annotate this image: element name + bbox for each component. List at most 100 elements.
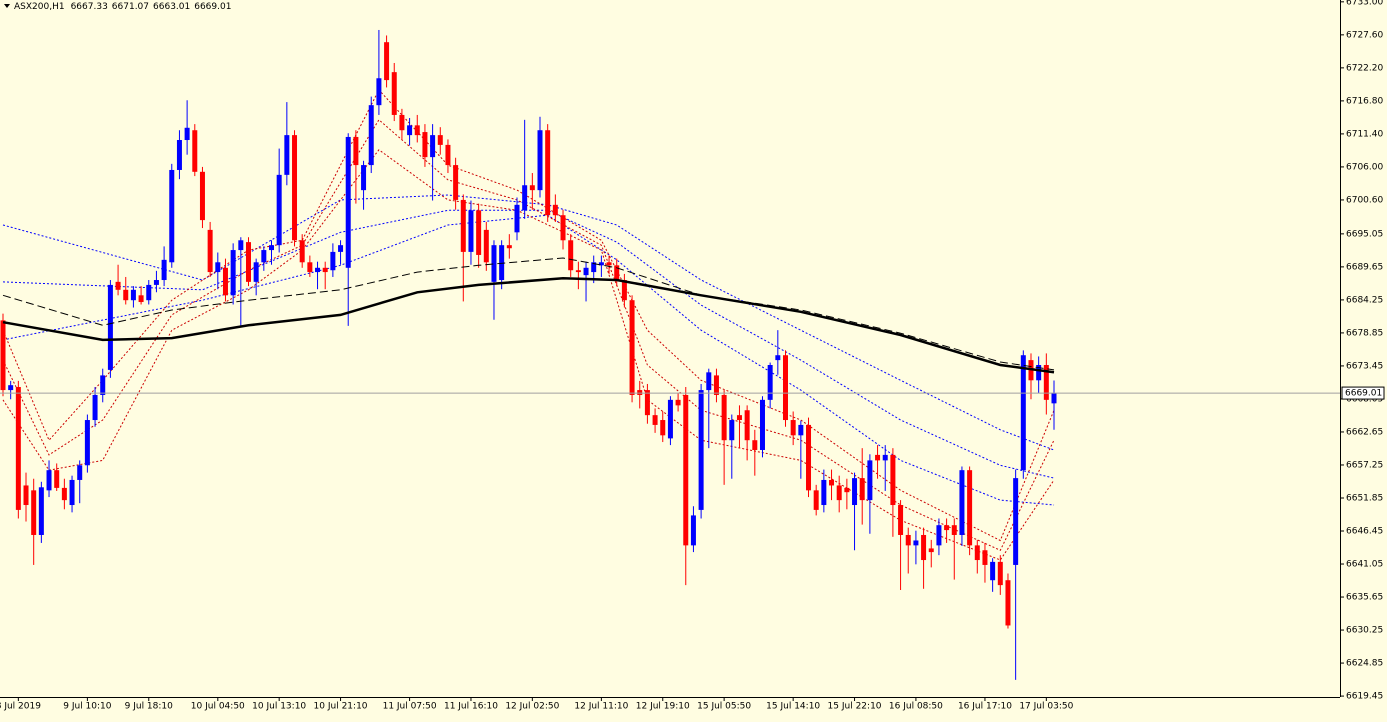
candle-body xyxy=(407,125,413,136)
candle-body xyxy=(767,365,773,400)
y-tick-label: 6624.85 xyxy=(1346,659,1383,669)
candle-body xyxy=(683,394,689,546)
candle-body xyxy=(690,515,696,546)
candle-body xyxy=(391,72,397,115)
candle-body xyxy=(261,250,267,263)
candle-body xyxy=(376,78,382,106)
candle-body xyxy=(821,479,827,506)
candle-body xyxy=(844,487,850,493)
candle-body xyxy=(491,245,497,282)
candle-body xyxy=(453,165,459,200)
current-price-box xyxy=(1341,386,1385,400)
candle-body xyxy=(782,355,788,421)
candle-body xyxy=(529,185,535,191)
y-tick-label: 6678.85 xyxy=(1346,328,1383,338)
candle-body xyxy=(637,390,643,395)
plot xyxy=(0,29,1057,680)
candle-body xyxy=(1036,365,1042,381)
candle-body xyxy=(322,267,328,273)
candle-body xyxy=(422,132,428,158)
candle-body xyxy=(806,424,812,491)
x-tick-label: 11 Jul 16:10 xyxy=(444,702,498,712)
candle-body xyxy=(184,127,190,141)
candle-body xyxy=(1020,355,1026,471)
candle-body xyxy=(836,485,842,501)
y-tick-label: 6716.80 xyxy=(1346,96,1383,106)
candle-body xyxy=(61,487,67,501)
x-tick-label: 9 Jul 18:10 xyxy=(125,702,174,712)
y-tick-label: 6733.00 xyxy=(1346,0,1383,7)
candle-body xyxy=(38,487,44,535)
candle-body xyxy=(46,470,52,491)
y-tick-label: 6619.45 xyxy=(1346,692,1383,702)
menu-triangle xyxy=(4,4,10,8)
candle-body xyxy=(1043,365,1049,400)
candle-body xyxy=(192,130,198,172)
y-tick-label: 6700.60 xyxy=(1346,195,1383,205)
candle-body xyxy=(146,284,152,301)
candle-body xyxy=(176,140,182,170)
candle-body xyxy=(867,460,873,501)
candle-body xyxy=(928,548,934,553)
candle-body xyxy=(752,440,758,450)
candle-body xyxy=(675,399,681,406)
x-tick-label: 17 Jul 03:50 xyxy=(1019,702,1073,712)
candle-body xyxy=(15,387,21,510)
candle-body xyxy=(982,550,988,565)
candle-body xyxy=(575,270,581,273)
candle-body xyxy=(338,245,344,252)
candle-body xyxy=(798,424,804,436)
current-price-label: 6669.01 xyxy=(1345,389,1382,399)
candle-body xyxy=(514,204,520,233)
candle-body xyxy=(245,242,251,282)
candle-body xyxy=(759,399,765,450)
candle-body xyxy=(353,136,359,166)
y-tick-label: 6689.65 xyxy=(1346,262,1383,272)
candle-body xyxy=(77,465,83,480)
candle-body xyxy=(591,262,597,273)
y-tick-label: 6641.05 xyxy=(1346,560,1383,570)
candle-body xyxy=(468,210,474,252)
candle-body xyxy=(905,534,911,546)
candle-body xyxy=(299,240,305,263)
header-open: 6667.33 xyxy=(71,2,108,12)
candle-body xyxy=(84,420,90,466)
candle-body xyxy=(169,169,175,263)
candle-body xyxy=(698,390,704,510)
candle-body xyxy=(537,130,543,191)
candle-body xyxy=(138,295,144,303)
candle-body xyxy=(107,284,113,370)
candle-body xyxy=(829,479,835,486)
candle-body xyxy=(545,130,551,216)
x-tick-label: 10 Jul 04:50 xyxy=(191,702,245,712)
candle-body xyxy=(368,105,374,166)
y-tick-label: 6684.25 xyxy=(1346,295,1383,305)
candle-body xyxy=(284,135,290,175)
moving-average xyxy=(2,119,1055,551)
y-tick-label: 6646.45 xyxy=(1346,527,1383,537)
candle-body xyxy=(330,251,336,271)
candle-body xyxy=(614,265,620,281)
candle-body xyxy=(414,125,420,136)
candle-body xyxy=(276,174,282,246)
candle-body xyxy=(292,135,298,241)
x-tick-label: 10 Jul 21:10 xyxy=(314,702,368,712)
x-tick-label: 12 Jul 11:10 xyxy=(574,702,628,712)
candle-body xyxy=(1051,393,1057,404)
x-tick-label: 15 Jul 14:10 xyxy=(766,702,820,712)
candle-body xyxy=(115,281,121,290)
moving-average xyxy=(2,149,1055,561)
candle-body xyxy=(0,320,6,391)
candle-body xyxy=(813,490,819,510)
candle-body xyxy=(8,385,14,391)
x-tick-label: 15 Jul 05:50 xyxy=(697,702,751,712)
candle-body xyxy=(23,485,29,506)
candle-body xyxy=(399,114,405,131)
candle-body xyxy=(345,136,351,268)
candle-body xyxy=(882,454,888,461)
candle-body xyxy=(445,144,451,166)
candle-body xyxy=(437,135,443,145)
candle-body xyxy=(606,262,612,266)
